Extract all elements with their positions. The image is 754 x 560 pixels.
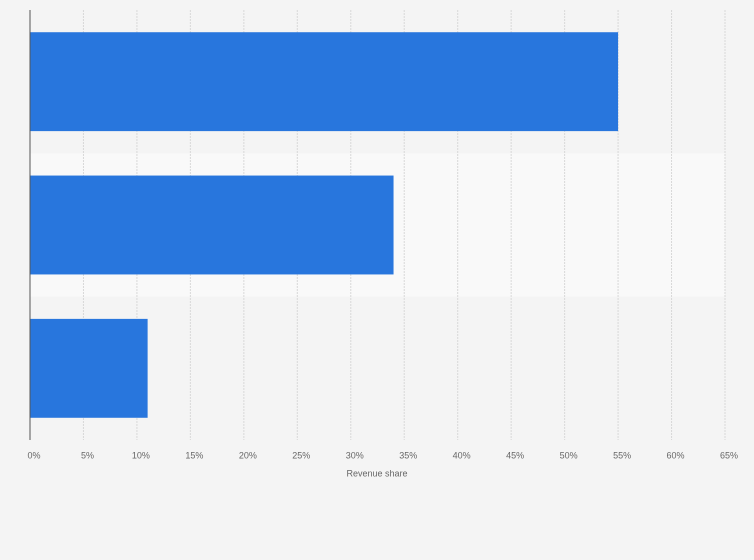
x-tick-label: 35% <box>399 450 417 460</box>
x-tick-label: 65% <box>720 450 738 460</box>
bar <box>30 32 619 132</box>
x-axis-title: Revenue share <box>346 468 407 478</box>
x-tick-label: 50% <box>560 450 578 460</box>
x-tick-label: 15% <box>185 450 203 460</box>
bar <box>30 175 394 275</box>
x-tick-label: 55% <box>613 450 631 460</box>
x-tick-label: 10% <box>132 450 150 460</box>
bar <box>30 318 148 418</box>
x-tick-label: 40% <box>453 450 471 460</box>
x-tick-label: 20% <box>239 450 257 460</box>
x-tick-label: 0% <box>27 450 40 460</box>
x-tick-label: 60% <box>667 450 685 460</box>
x-tick-label: 45% <box>506 450 524 460</box>
x-tick-label: 25% <box>292 450 310 460</box>
x-tick-label: 5% <box>81 450 94 460</box>
x-tick-label: 30% <box>346 450 364 460</box>
